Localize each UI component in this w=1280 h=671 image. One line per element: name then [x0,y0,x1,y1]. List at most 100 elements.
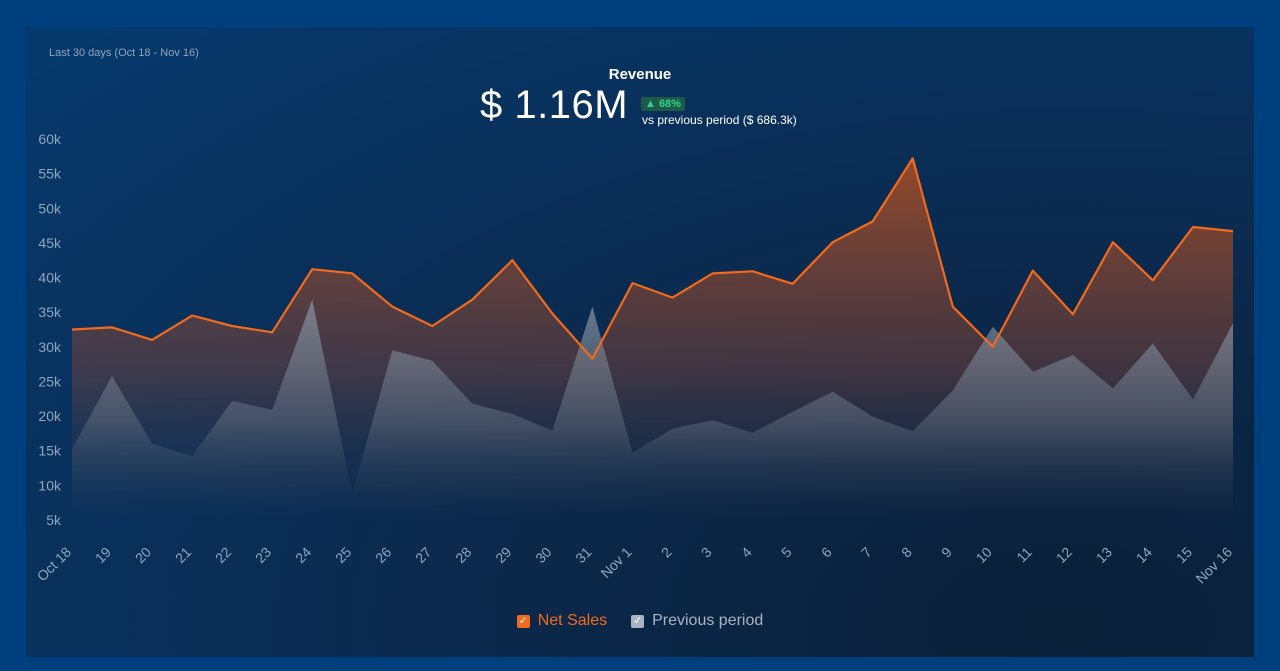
net-sales-point[interactable] [751,269,755,273]
x-tick-label: 20 [132,544,154,566]
net-sales-point[interactable] [430,324,434,328]
x-tick-label: Oct 18 [34,544,75,585]
net-sales-point[interactable] [110,325,114,329]
net-sales-point[interactable] [991,345,995,349]
x-tick-label: 25 [332,544,354,566]
previous-period-area [72,299,1233,520]
x-tick-label: 23 [252,544,274,566]
net-sales-point[interactable] [1191,225,1195,229]
net-sales-point[interactable] [390,305,394,309]
net-sales-point[interactable] [230,324,234,328]
previous-period-point[interactable] [1071,353,1075,357]
comparison-text: vs previous period ($ 686.3k) [642,113,797,127]
x-tick-label: 28 [452,544,474,566]
previous-period-point[interactable] [831,390,835,394]
net-sales-point[interactable] [350,271,354,275]
net-sales-point[interactable] [1151,278,1155,282]
y-tick-label: 20k [38,408,62,424]
x-tick-label: 6 [818,544,835,561]
net-sales-point[interactable] [1111,240,1115,244]
previous-period-point[interactable] [110,374,114,378]
previous-period-point[interactable] [791,410,795,414]
previous-period-point[interactable] [911,429,915,433]
previous-period-point[interactable] [190,454,194,458]
net-sales-point[interactable] [470,298,474,302]
previous-period-point[interactable] [751,431,755,435]
previous-period-point[interactable] [871,415,875,419]
x-tick-label: 21 [172,544,194,566]
net-sales-point[interactable] [711,271,715,275]
previous-period-point[interactable] [1231,321,1235,325]
net-sales-point[interactable] [550,312,554,316]
net-sales-point[interactable] [1231,229,1235,233]
net-sales-point[interactable] [671,296,675,300]
previous-period-point[interactable] [550,429,554,433]
revenue-chart: 60k 55k 50k 45k 40k 35k 30k 25k 20k 15k 10k 5k Oct … [34,131,1236,587]
previous-period-point[interactable] [270,408,274,412]
previous-period-point[interactable] [1031,370,1035,374]
y-tick-label: 30k [38,339,62,355]
x-tick-label: 13 [1093,544,1115,566]
previous-period-point[interactable] [630,451,634,455]
date-range-label: Last 30 days (Oct 18 - Nov 16) [49,47,199,59]
previous-period-point[interactable] [671,427,675,431]
previous-period-point[interactable] [150,442,154,446]
net-sales-point[interactable] [1031,269,1035,273]
previous-period-point[interactable] [390,348,394,352]
previous-period-point[interactable] [510,412,514,416]
previous-period-point[interactable] [430,359,434,363]
y-tick-label: 40k [38,270,62,286]
previous-period-point[interactable] [991,325,995,329]
previous-period-point[interactable] [1111,386,1115,390]
x-tick-label: 2 [658,544,675,561]
x-tick-label: 31 [572,544,594,566]
net-sales-point[interactable] [510,258,514,262]
previous-period-point[interactable] [70,447,74,451]
chart-legend: ✓ Net Sales ✓ Previous period [26,612,1254,630]
x-tick-label: 26 [372,544,394,566]
net-sales-point[interactable] [951,305,955,309]
change-badge: ▲ 68% [641,97,685,111]
y-tick-label: 60k [38,131,62,147]
x-tick-label: 30 [532,544,554,566]
net-sales-point[interactable] [70,328,74,332]
widget-title: Revenue [608,66,672,83]
net-sales-point[interactable] [791,282,795,286]
x-tick-label: 22 [212,544,234,566]
net-sales-point[interactable] [630,281,634,285]
net-sales-checkbox-icon[interactable]: ✓ [516,614,530,628]
x-tick-label: 15 [1173,544,1195,566]
net-sales-point[interactable] [150,338,154,342]
previous-period-point[interactable] [711,418,715,422]
previous-period-point[interactable] [951,388,955,392]
previous-period-point[interactable] [1191,397,1195,401]
previous-period-point[interactable] [470,402,474,406]
net-sales-point[interactable] [1071,312,1075,316]
net-sales-point[interactable] [590,357,594,361]
legend-net-sales[interactable]: ✓ Net Sales [516,612,608,630]
previous-period-point[interactable] [310,298,314,302]
y-axis: 60k 55k 50k 45k 40k 35k 30k 25k 20k 15k 10k 5k [38,131,62,528]
legend-net-sales-label: Net Sales [537,612,608,629]
revenue-total: $ 1.16M [480,83,629,127]
x-tick-label: 19 [92,544,114,566]
x-tick-label: Nov 16 [1192,544,1235,587]
net-sales-point[interactable] [270,330,274,334]
net-sales-point[interactable] [310,267,314,271]
previous-period-point[interactable] [590,305,594,309]
y-tick-label: 5k [46,512,62,528]
previous-period-point[interactable] [350,492,354,496]
previous-period-point[interactable] [1151,341,1155,345]
legend-previous-period[interactable]: ✓ Previous period [631,612,763,630]
x-tick-label: 27 [412,544,434,566]
previous-period-checkbox-icon[interactable]: ✓ [631,614,645,628]
net-sales-point[interactable] [190,314,194,318]
net-sales-point[interactable] [871,219,875,223]
net-sales-line [71,157,1234,360]
previous-period-point[interactable] [230,399,234,403]
x-tick-label: 3 [698,544,715,561]
net-sales-point[interactable] [831,240,835,244]
net-sales-point[interactable] [911,156,915,160]
x-tick-label: 5 [778,544,795,561]
